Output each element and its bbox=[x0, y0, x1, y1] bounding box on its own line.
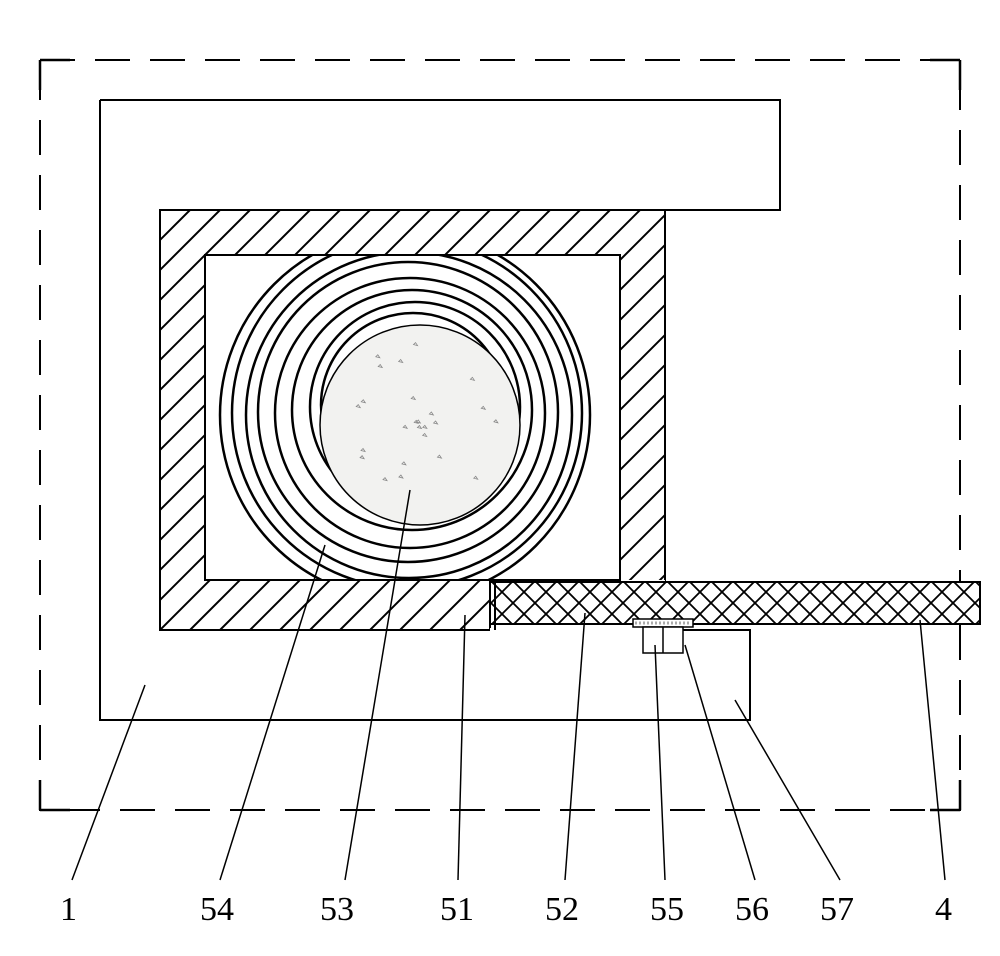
label-56: 56 bbox=[735, 891, 769, 928]
label-57: 57 bbox=[820, 891, 854, 928]
label-53: 53 bbox=[320, 891, 354, 928]
label-4: 4 bbox=[935, 891, 952, 928]
label-1: 1 bbox=[60, 891, 77, 928]
label-55: 55 bbox=[650, 891, 684, 928]
diagram-canvas: 1 54 53 51 52 55 56 57 4 bbox=[0, 0, 1000, 956]
label-52: 52 bbox=[545, 891, 579, 928]
label-51: 51 bbox=[440, 891, 474, 928]
label-54: 54 bbox=[200, 891, 234, 928]
